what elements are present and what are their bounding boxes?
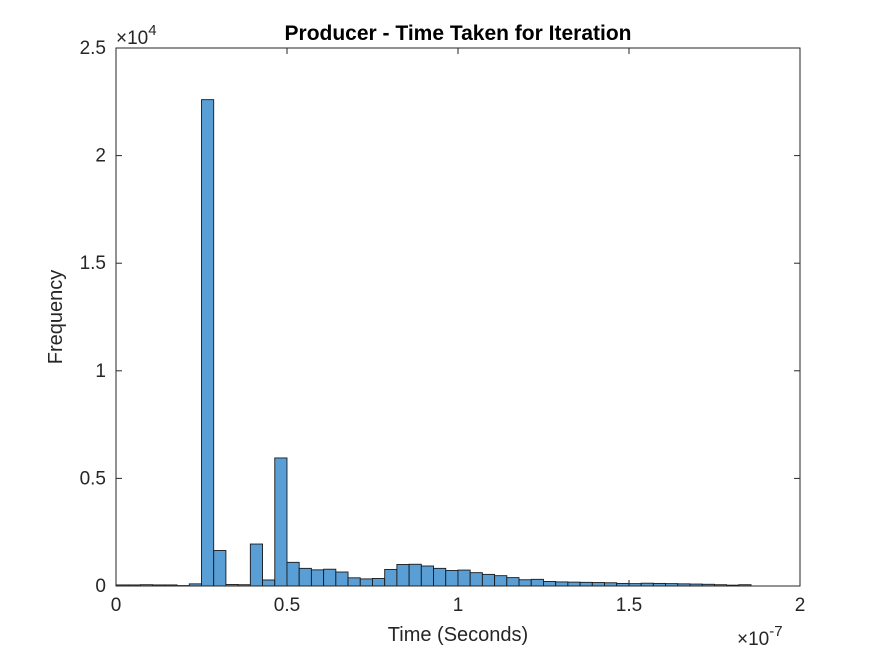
- y-tick-label: 1: [95, 361, 106, 382]
- x-tick-label: 1: [453, 595, 464, 616]
- histogram-bar: [323, 568, 337, 587]
- histogram-bar: [543, 581, 557, 587]
- histogram-bar: [213, 550, 227, 587]
- histogram-bar: [201, 99, 215, 587]
- histogram-bar: [481, 573, 496, 587]
- histogram-bar: [469, 572, 483, 587]
- histogram-bar: [591, 582, 605, 587]
- svg-text:×104: ×104: [116, 22, 157, 49]
- histogram-bar: [274, 457, 288, 587]
- histogram-bar: [347, 577, 361, 587]
- x-tick-label: 1.5: [616, 595, 642, 616]
- histogram-bar: [396, 564, 410, 587]
- y-tick-label: 0.5: [80, 468, 106, 489]
- y-tick-label: 1.5: [80, 253, 106, 274]
- histogram-bar: [384, 568, 398, 587]
- y-tick-label: 2: [95, 146, 106, 167]
- x-axis: 0 0.5 1 1.5 2: [111, 48, 806, 616]
- histogram-bar: [298, 567, 312, 587]
- x-tick-label: 0.5: [274, 595, 300, 616]
- y-exponent: ×104: [116, 22, 157, 49]
- chart-title: Producer - Time Taken for Iteration: [285, 22, 632, 45]
- histogram-bar: [567, 581, 581, 587]
- histogram-bar: [445, 570, 459, 587]
- x-tick-label: 0: [111, 595, 122, 616]
- histogram-bar: [530, 578, 544, 587]
- histogram-bar: [433, 567, 447, 587]
- x-exponent-base: ×10: [737, 629, 769, 650]
- histogram-bar: [494, 575, 508, 587]
- histogram-bar: [262, 579, 276, 587]
- histogram-bar: [249, 543, 263, 587]
- y-tick-label: 0: [95, 576, 106, 597]
- histogram-bar: [310, 569, 325, 587]
- x-tick-label: 2: [795, 595, 806, 616]
- y-exponent-base: ×10: [116, 28, 148, 49]
- histogram-bar: [555, 581, 569, 587]
- x-exponent-power: -7: [769, 623, 782, 640]
- histogram-bar: [408, 563, 422, 587]
- x-axis-label: Time (Seconds): [388, 624, 528, 646]
- y-exponent-power: 4: [148, 22, 156, 39]
- histogram-bar: [372, 578, 386, 587]
- y-axis: 0 0.5 1 1.5 2 2.5: [80, 38, 800, 597]
- plot-area: [116, 48, 800, 586]
- histogram-bar: [359, 578, 373, 587]
- y-tick-label: 2.5: [80, 38, 106, 59]
- histogram-bar: [506, 577, 520, 587]
- x-exponent: ×10-7: [737, 623, 783, 650]
- svg-text:×10-7: ×10-7: [737, 623, 783, 650]
- histogram-bar: [286, 561, 300, 587]
- histogram-bar: [457, 569, 471, 587]
- histogram-bar: [518, 579, 532, 587]
- histogram-bar: [420, 565, 434, 587]
- histogram-bar: [335, 571, 349, 587]
- histogram-bar: [579, 581, 593, 587]
- y-axis-label: Frequency: [45, 270, 67, 365]
